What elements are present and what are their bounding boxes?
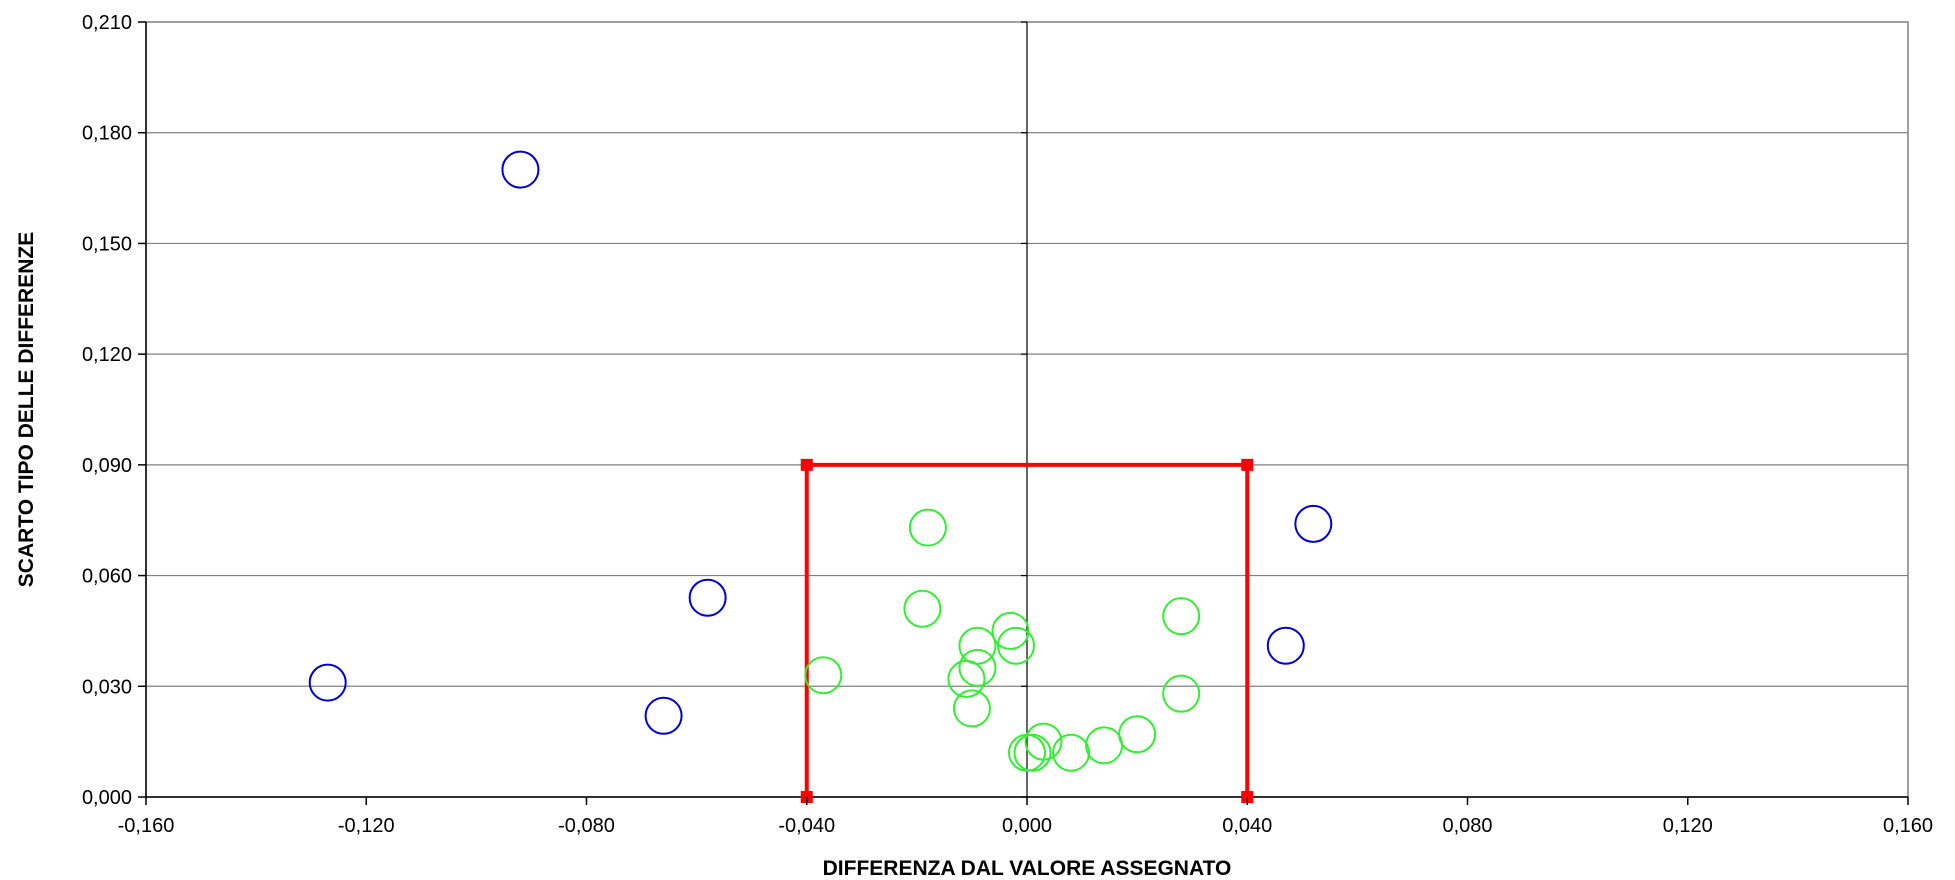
- data-point: [996, 626, 1035, 665]
- data-point: [1024, 722, 1063, 761]
- y-tick-label: 0,000: [82, 787, 132, 809]
- data-points: [308, 150, 1333, 772]
- data-point: [1085, 726, 1124, 765]
- data-point: [947, 659, 986, 698]
- y-tick-label: 0,090: [82, 455, 132, 477]
- data-point: [644, 696, 683, 735]
- data-point: [1013, 733, 1052, 772]
- data-point: [958, 626, 997, 665]
- x-tick-label: -0,040: [778, 815, 835, 837]
- limit-box-marker: [800, 458, 813, 471]
- x-tick-label: 0,120: [1663, 815, 1713, 837]
- y-tick-label: 0,210: [82, 12, 132, 34]
- x-axis-ticks: -0,160 -0,120 -0,080 -0,040 0,000 0,040 0,080 0…: [118, 797, 1933, 837]
- data-point: [903, 589, 942, 628]
- y-axis-title: SCARTO TIPO DELLE DIFFERENZE: [15, 232, 38, 587]
- data-point: [1052, 733, 1091, 772]
- zero-axis: [145, 21, 1908, 798]
- data-point: [1266, 626, 1305, 665]
- data-point: [958, 648, 997, 687]
- limit-box-line: [804, 462, 1250, 797]
- limit-box-marker: [1241, 458, 1254, 471]
- data-point: [804, 656, 843, 695]
- y-axis-ticks: 0,000 0,030 0,060 0,090 0,120 0,150 0,180 0,210: [82, 12, 146, 809]
- data-point: [688, 578, 727, 617]
- x-tick-label: -0,160: [118, 815, 175, 837]
- x-axis-title: DIFFERENZA DAL VALORE ASSEGNATO: [823, 857, 1232, 880]
- x-tick-label: -0,120: [338, 815, 395, 837]
- x-tick-label: 0,080: [1442, 815, 1492, 837]
- y-tick-label: 0,060: [82, 566, 132, 588]
- y-tick-label: 0,180: [82, 123, 132, 145]
- data-point: [1162, 597, 1201, 636]
- data-point: [991, 611, 1030, 650]
- data-point: [952, 689, 991, 728]
- data-point: [308, 663, 347, 702]
- data-point: [908, 508, 947, 547]
- data-point: [1162, 674, 1201, 713]
- y-tick-label: 0,150: [82, 233, 132, 255]
- x-tick-label: -0,080: [558, 815, 615, 837]
- x-tick-label: 0,160: [1883, 815, 1933, 837]
- data-point: [501, 150, 540, 189]
- x-tick-label: 0,000: [1002, 815, 1052, 837]
- y-tick-label: 0,030: [82, 676, 132, 698]
- data-point: [1118, 715, 1157, 754]
- x-tick-label: 0,040: [1222, 815, 1272, 837]
- data-point: [1294, 504, 1333, 543]
- y-tick-label: 0,120: [82, 344, 132, 366]
